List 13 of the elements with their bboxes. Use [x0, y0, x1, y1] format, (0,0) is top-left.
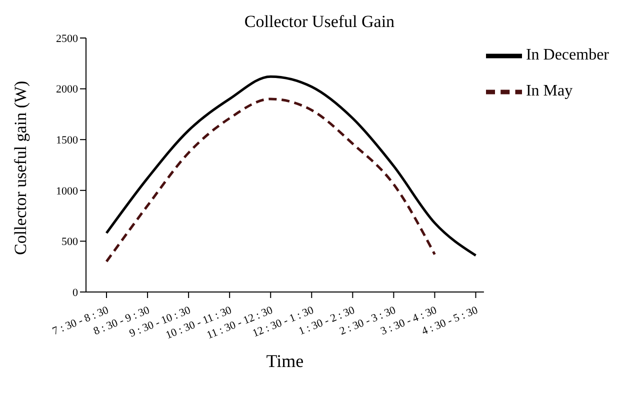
y-tick-label: 1000: [56, 185, 78, 198]
chart-title: Collector Useful Gain: [243, 12, 396, 32]
y-tick-label: 0: [72, 286, 78, 299]
y-tick-label: 1500: [56, 134, 78, 147]
line-series: [105, 98, 436, 263]
legend-label: In December: [526, 46, 609, 64]
y-tick-label: 500: [62, 236, 78, 248]
y-tick-label: 2500: [56, 32, 78, 45]
x-axis-title: Time: [266, 351, 304, 371]
y-axis-title: Collector useful gain (W): [11, 80, 30, 255]
y-tick-label: 2000: [56, 84, 78, 96]
legend-label: In May: [526, 82, 573, 100]
line-series: [105, 75, 477, 257]
